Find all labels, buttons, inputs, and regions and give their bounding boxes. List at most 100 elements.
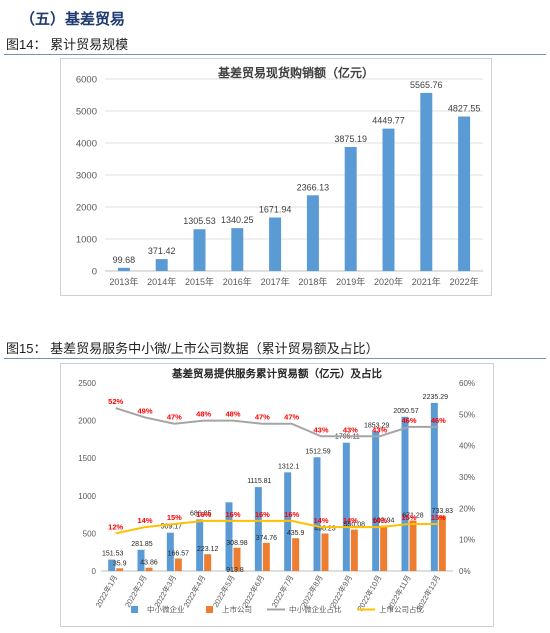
service-combo-chart: 基差贸易提供服务累计贸易额（亿元）及占比 0 500 1000 1500 2000 2500… xyxy=(78,367,475,614)
line-listed-share-label: 14% xyxy=(137,516,152,525)
line-sme-share-label: 47% xyxy=(255,413,270,422)
data-label-listed: 223.12 xyxy=(197,546,219,553)
legend-swatch xyxy=(131,606,138,613)
y-tick-label: 3000 xyxy=(76,171,97,182)
x-tick-label: 2022年3月 xyxy=(151,573,178,609)
legend-label: 上市公司占比 xyxy=(379,604,424,614)
x-tick-label: 2013年 xyxy=(109,276,138,287)
x-tick-label: 2022年5月 xyxy=(210,573,237,609)
bar-sme xyxy=(372,431,380,571)
x-tick-label: 2022年2月 xyxy=(122,573,149,609)
line-listed-share-label: 14% xyxy=(313,516,328,525)
line-listed-share-label: 16% xyxy=(196,510,211,519)
data-label-sme: 509.17 xyxy=(161,524,183,531)
bar xyxy=(306,195,319,271)
caption-rule xyxy=(4,54,546,55)
section-title: （五）基差贸易 xyxy=(20,11,126,28)
y-right-tick-label: 30% xyxy=(459,473,475,482)
legend-label: 上市公司 xyxy=(222,604,252,614)
data-label-sme: 1853.29 xyxy=(364,423,389,430)
x-tick-label: 2020年 xyxy=(374,276,403,287)
line-listed-share-label: 15% xyxy=(431,513,446,522)
data-label: 371.42 xyxy=(148,246,176,256)
legend-label: 中小微企业占比 xyxy=(289,604,342,614)
bar-sme xyxy=(108,559,116,571)
x-tick-label: 2022年8月 xyxy=(298,573,325,609)
y-tick-label: 4000 xyxy=(76,139,97,150)
caption-rule xyxy=(4,358,546,359)
line-sme-share-label: 43% xyxy=(313,425,328,434)
bar-sme xyxy=(401,416,409,571)
y-right-tick-label: 0% xyxy=(459,567,471,576)
bar-listed xyxy=(174,558,182,571)
data-label: 1671.94 xyxy=(259,204,292,214)
data-label-sme: 281.85 xyxy=(131,541,153,548)
y-left-tick-label: 2500 xyxy=(78,379,96,388)
data-label-sme: 2235.29 xyxy=(423,394,448,401)
bar-listed xyxy=(380,525,388,571)
line-sme-share-label: 48% xyxy=(225,410,240,419)
line-sme-share-label: 43% xyxy=(343,425,358,434)
line-sme-share-label: 47% xyxy=(167,413,182,422)
bar xyxy=(269,217,282,271)
data-label-sme: 1312.1 xyxy=(278,463,300,470)
chart-title: 基差贸易提供服务累计贸易额（亿元）及占比 xyxy=(171,367,382,380)
line-listed-share-label: 16% xyxy=(284,510,299,519)
y-tick-label: 6000 xyxy=(76,75,97,86)
line-listed-share-label: 16% xyxy=(255,510,270,519)
line-sme-share xyxy=(115,407,439,438)
bar-sme xyxy=(166,532,174,571)
x-tick-label: 2022年4月 xyxy=(181,573,208,609)
bar-listed xyxy=(116,568,124,571)
data-label-listed: 671.28 xyxy=(402,513,424,520)
x-tick-label: 2022年 xyxy=(450,276,479,287)
data-label-listed: 374.76 xyxy=(256,535,278,542)
bar-sme xyxy=(313,457,321,571)
y-tick-label: 0 xyxy=(92,267,97,278)
x-tick-label: 2022年1月 xyxy=(93,573,120,609)
data-label-listed: 308.98 xyxy=(226,540,248,547)
legend-label: 中小微企业 xyxy=(147,604,185,614)
data-label: 99.68 xyxy=(113,255,136,265)
x-tick-label: 2016年 xyxy=(223,276,252,287)
bar xyxy=(344,146,357,271)
y-left-tick-label: 0 xyxy=(92,567,97,576)
data-label-listed: 602.94 xyxy=(373,518,395,525)
data-label: 1305.53 xyxy=(183,216,216,226)
line-listed-share-label: 15% xyxy=(167,513,182,522)
bar-listed xyxy=(262,542,270,571)
bar xyxy=(193,229,206,271)
line-sme-share-label: 47% xyxy=(284,413,299,422)
bar-sme xyxy=(137,549,145,571)
data-label: 5565.76 xyxy=(410,80,443,90)
line-sme-share-label: 48% xyxy=(196,410,211,419)
x-tick-label: 2022年9月 xyxy=(327,573,354,609)
chart-14-frame: 基差贸易现货购销额（亿元） 0 1000 2000 3000 4000 5000 6000 99… xyxy=(60,58,492,296)
y-left-tick-label: 1000 xyxy=(78,492,96,501)
line-sme-share-label: 46% xyxy=(431,416,446,425)
bar-listed xyxy=(292,538,300,571)
x-tick-label: 2018年 xyxy=(298,276,327,287)
bar-listed xyxy=(350,529,358,571)
x-tick-label: 2015年 xyxy=(185,276,214,287)
chart-title: 基差贸易现货购销额（亿元） xyxy=(217,65,374,80)
line-listed-share-label: 12% xyxy=(108,522,123,531)
bar xyxy=(231,228,244,271)
line-listed-share-label: 14% xyxy=(343,516,358,525)
data-label-listed: 435.9 xyxy=(287,530,305,537)
y-tick-label: 1000 xyxy=(76,235,97,246)
bar-listed xyxy=(145,567,153,571)
data-label-listed: 43.86 xyxy=(140,560,158,567)
bar-listed xyxy=(409,520,417,571)
y-right-tick-label: 10% xyxy=(459,536,475,545)
data-label-listed: 35.9 xyxy=(113,560,127,567)
bar-sme xyxy=(342,442,350,571)
data-label-listed: 733.83 xyxy=(432,508,454,515)
data-label: 1340.25 xyxy=(221,215,254,225)
bar-sme xyxy=(196,519,204,571)
bar xyxy=(382,128,395,271)
chart-15-frame: 基差贸易提供服务累计贸易额（亿元）及占比 0 500 1000 1500 2000 2500… xyxy=(60,363,494,627)
data-label: 2366.13 xyxy=(297,182,330,192)
y-right-tick-label: 20% xyxy=(459,504,475,513)
x-tick-label: 2017年 xyxy=(261,276,290,287)
